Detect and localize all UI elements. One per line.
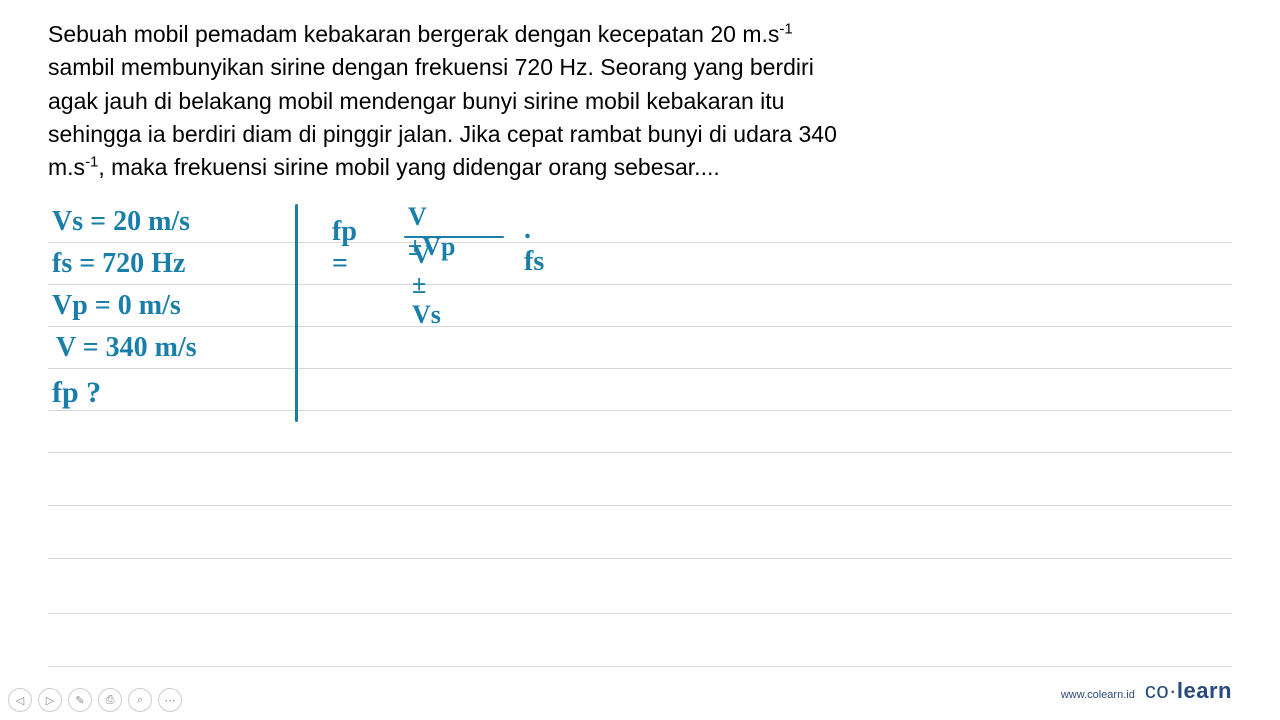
next-glyph: ▷ bbox=[46, 694, 54, 707]
q-line2: sambil membunyikan sirine dengan frekuen… bbox=[48, 54, 814, 80]
pen-glyph: ✎ bbox=[75, 694, 84, 707]
q-line3: agak jauh di belakang mobil mendengar bu… bbox=[48, 88, 784, 114]
q-line1-sup: -1 bbox=[779, 20, 792, 37]
ruled-line bbox=[48, 410, 1232, 411]
search-glyph: ⌕ bbox=[137, 694, 143, 707]
hw-fraction-bar bbox=[404, 236, 504, 238]
brand-dot: · bbox=[1169, 678, 1177, 703]
toolbar: ◁ ▷ ✎ ⎙ ⌕ ⋯ bbox=[8, 688, 182, 712]
prev-glyph: ◁ bbox=[16, 694, 24, 707]
ruled-line bbox=[48, 242, 1232, 243]
ruled-line bbox=[48, 368, 1232, 369]
ruled-line bbox=[48, 452, 1232, 453]
search-icon[interactable]: ⌕ bbox=[128, 688, 152, 712]
hw-fp-eq: fp = bbox=[332, 216, 357, 280]
hw-fp-question: fp ? bbox=[52, 376, 101, 410]
ruled-line bbox=[48, 558, 1232, 559]
more-icon[interactable]: ⋯ bbox=[158, 688, 182, 712]
branding: www.colearn.id co·learn bbox=[1061, 678, 1232, 704]
q-line1a: Sebuah mobil pemadam kebakaran bergerak … bbox=[48, 21, 779, 47]
ruled-line bbox=[48, 284, 1232, 285]
hw-vp: Vp = 0 m/s bbox=[52, 290, 181, 322]
brand-logo: co·learn bbox=[1145, 678, 1232, 704]
print-icon[interactable]: ⎙ bbox=[98, 688, 122, 712]
q-line5a: m.s bbox=[48, 154, 85, 180]
lined-paper-area: Vs = 20 m/s fs = 720 Hz Vp = 0 m/s V = 3… bbox=[0, 200, 1280, 670]
hw-v: V = 340 m/s bbox=[56, 332, 197, 364]
ruled-line bbox=[48, 666, 1232, 667]
hw-fs: fs = 720 Hz bbox=[52, 248, 185, 280]
more-glyph: ⋯ bbox=[165, 694, 176, 707]
brand-url: www.colearn.id bbox=[1061, 689, 1135, 701]
hw-divider bbox=[295, 204, 298, 422]
hw-vs: Vs = 20 m/s bbox=[52, 206, 190, 238]
ruled-line bbox=[48, 613, 1232, 614]
print-glyph: ⎙ bbox=[106, 694, 115, 707]
prev-icon[interactable]: ◁ bbox=[8, 688, 32, 712]
ruled-line bbox=[48, 326, 1232, 327]
q-line4: sehingga ia berdiri diam di pinggir jala… bbox=[48, 121, 837, 147]
q-line5-sup: -1 bbox=[85, 154, 98, 171]
ruled-line bbox=[48, 505, 1232, 506]
next-icon[interactable]: ▷ bbox=[38, 688, 62, 712]
brand-suffix: learn bbox=[1177, 678, 1232, 703]
question-text: Sebuah mobil pemadam kebakaran bergerak … bbox=[48, 18, 1232, 185]
brand-prefix: co bbox=[1145, 678, 1169, 703]
hw-tail: . fs bbox=[524, 214, 544, 278]
q-line5b: , maka frekuensi sirine mobil yang diden… bbox=[98, 154, 719, 180]
hw-denominator: V ± Vs bbox=[412, 240, 441, 330]
pen-icon[interactable]: ✎ bbox=[68, 688, 92, 712]
